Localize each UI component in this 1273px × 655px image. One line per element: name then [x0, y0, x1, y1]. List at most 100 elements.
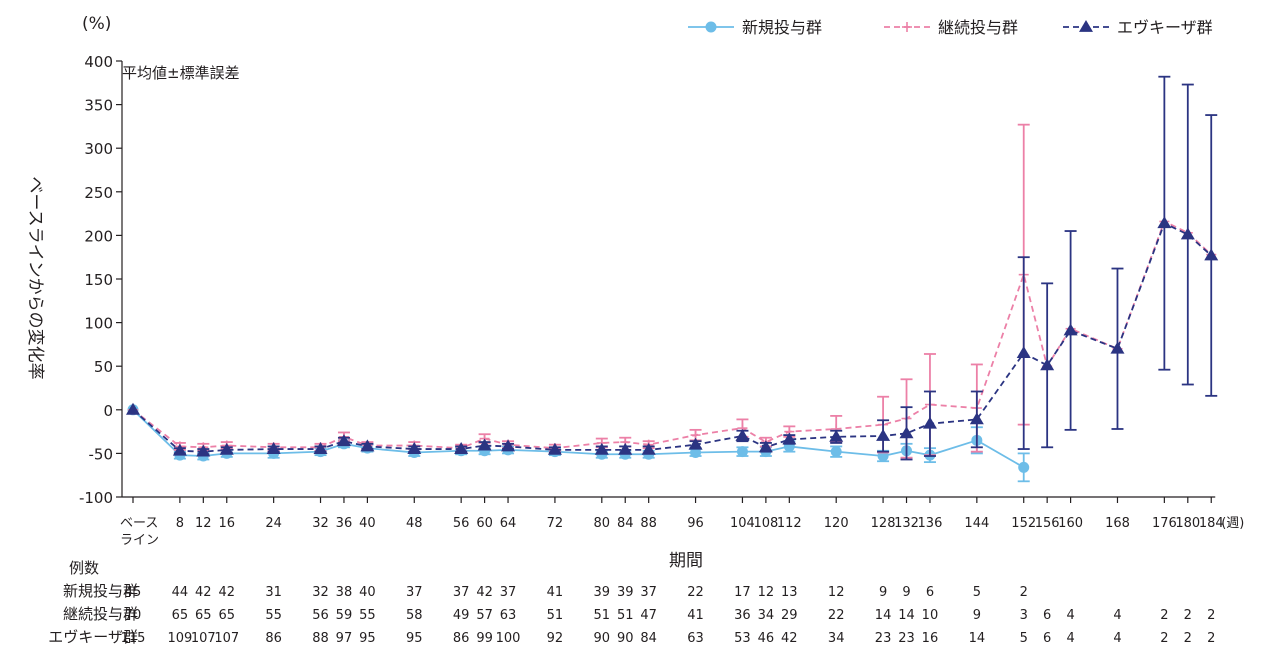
count-value: 6	[1043, 608, 1051, 623]
count-value: 42	[218, 585, 235, 600]
x-tick-label: 96	[687, 516, 704, 531]
count-value: 12	[828, 585, 845, 600]
y-tick-label: 50	[94, 358, 113, 376]
data-point	[736, 446, 748, 458]
count-value: 14	[898, 608, 915, 623]
count-value: 22	[828, 608, 845, 623]
data-point	[902, 22, 912, 32]
count-value: 9	[973, 608, 981, 623]
count-value: 2	[1160, 608, 1168, 623]
x-tick-label: 184	[1199, 516, 1224, 531]
count-value: 14	[875, 608, 892, 623]
counts-row-label: 継続投与群	[63, 605, 138, 623]
count-value: 34	[758, 608, 775, 623]
data-point	[547, 442, 562, 455]
data-point	[1016, 346, 1031, 359]
count-value: 51	[594, 608, 611, 623]
count-value: 4	[1066, 631, 1074, 646]
count-value: 65	[172, 608, 189, 623]
count-value: 9	[879, 585, 887, 600]
x-tick-label: 88	[640, 516, 657, 531]
x-tick-label: 168	[1105, 516, 1130, 531]
y-unit-label: (%)	[82, 14, 111, 34]
count-value: 90	[617, 631, 634, 646]
count-value: 84	[640, 631, 657, 646]
count-value: 34	[828, 631, 845, 646]
x-tick-label: 112	[777, 516, 802, 531]
count-value: 86	[265, 631, 282, 646]
count-value: 37	[406, 585, 423, 600]
count-value: 2	[1020, 585, 1028, 600]
count-value: 10	[922, 608, 939, 623]
data-point	[1040, 358, 1055, 371]
count-value: 16	[922, 631, 939, 646]
y-tick-label: 400	[84, 53, 113, 71]
count-value: 45	[125, 585, 142, 600]
count-value: 65	[218, 608, 235, 623]
count-value: 14	[969, 631, 986, 646]
y-tick-label: 150	[84, 271, 113, 289]
count-value: 4	[1066, 608, 1074, 623]
data-point	[1079, 20, 1093, 32]
count-value: 99	[476, 631, 493, 646]
counts-row-label: エヴキーザ群	[48, 628, 138, 646]
data-point	[477, 438, 492, 451]
data-point	[641, 442, 656, 455]
data-point	[1180, 227, 1195, 240]
data-point	[454, 442, 469, 454]
legend-item: 新規投与群	[688, 18, 822, 37]
count-value: 42	[476, 585, 493, 600]
data-point	[266, 442, 281, 454]
x-tick-label: 64	[500, 516, 517, 531]
x-tick-label: 40	[359, 516, 376, 531]
count-value: 90	[594, 631, 611, 646]
count-value: 56	[312, 608, 329, 623]
annotation-label: 平均値±標準誤差	[122, 64, 240, 82]
count-value: 42	[195, 585, 212, 600]
x-tick-label: 180	[1175, 516, 1200, 531]
count-value: 36	[734, 608, 751, 623]
legend-label: 継続投与群	[938, 18, 1018, 37]
x-tick-label: 8	[176, 516, 184, 531]
data-point	[876, 428, 891, 441]
x-tick-label: 104	[730, 516, 755, 531]
count-value: 44	[172, 585, 189, 600]
count-value: 29	[781, 608, 798, 623]
count-value: 41	[687, 608, 704, 623]
data-point	[782, 432, 797, 445]
count-value: 23	[898, 631, 915, 646]
count-value: 37	[640, 585, 657, 600]
y-tick-label: -50	[89, 445, 114, 463]
counts-row-label: 新規投与群	[63, 582, 138, 600]
legend: 新規投与群 継続投与群 エヴキーザ群	[688, 18, 1213, 37]
data-point	[829, 429, 844, 442]
x-tick-label: 120	[824, 516, 849, 531]
data-point	[336, 434, 351, 447]
data-point	[758, 440, 773, 453]
count-value: 63	[500, 608, 517, 623]
count-value: 55	[265, 608, 282, 623]
count-value: 95	[406, 631, 423, 646]
count-value: 49	[453, 608, 470, 623]
count-value: 3	[1020, 608, 1028, 623]
x-tick-label: 160	[1058, 516, 1083, 531]
x-tick-label: 136	[918, 516, 943, 531]
count-value: 2	[1207, 608, 1215, 623]
y-tick-label: 250	[84, 184, 113, 202]
x-tick-label: 16	[218, 516, 235, 531]
x-tick-label: 144	[964, 516, 989, 531]
count-value: 51	[617, 608, 634, 623]
count-value: 38	[336, 585, 353, 600]
data-point	[969, 412, 984, 425]
data-point	[501, 439, 516, 452]
data-point	[594, 442, 609, 455]
count-value: 97	[336, 631, 353, 646]
x-tick-label: ライン	[120, 533, 159, 548]
data-point	[830, 446, 842, 458]
count-value: 12	[758, 585, 775, 600]
count-value: 46	[758, 631, 775, 646]
data-point	[126, 402, 140, 415]
count-value: 42	[781, 631, 798, 646]
count-value: 63	[687, 631, 704, 646]
